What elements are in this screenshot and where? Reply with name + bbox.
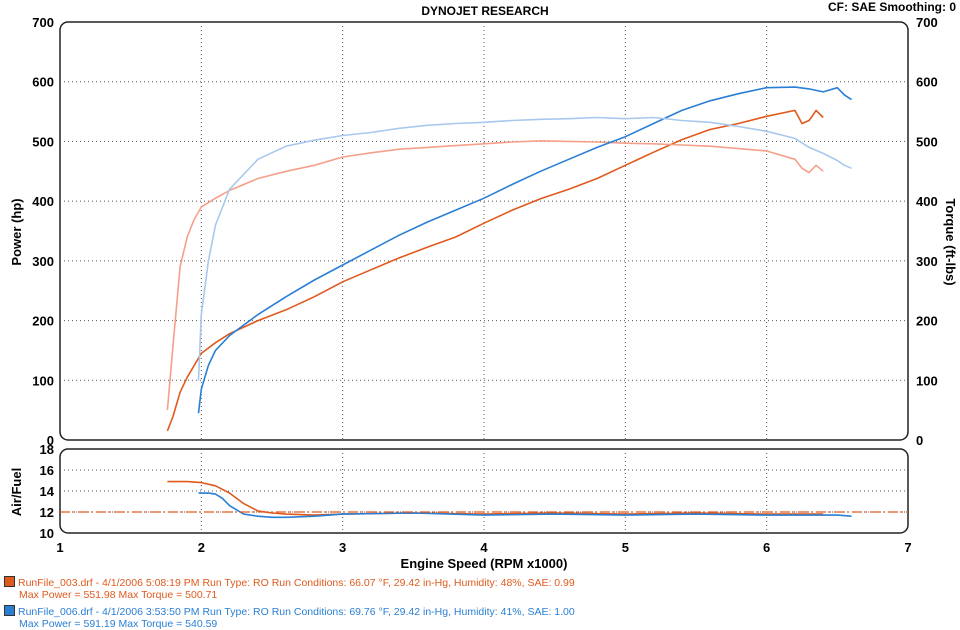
y-tick-right: 0 [916, 433, 923, 448]
y-tick-left: 600 [32, 75, 54, 90]
legend-run-006-max: Max Power = 591.19 Max Torque = 540.59 [19, 618, 218, 630]
series-line-2 [197, 86, 852, 414]
dyno-chart: 0 0 100 100 200 200 300 300 400 400 500 500 600 600 70… [9, 15, 958, 571]
legend-run-006: RunFile_006.drf - 4/1/2006 3:53:50 PM Ru… [4, 605, 575, 630]
x-tick: 4 [480, 540, 488, 555]
y-tick-left: 300 [32, 254, 54, 269]
y-tick-right: 400 [916, 194, 938, 209]
y-tick-right: 600 [916, 75, 938, 90]
y-tick-left: 700 [32, 15, 54, 30]
series-line-1 [166, 140, 824, 411]
legend-run-006-details: RunFile_006.drf - 4/1/2006 3:53:50 PM Ru… [18, 606, 575, 618]
x-tick: 1 [56, 540, 63, 555]
x-tick: 6 [763, 540, 770, 555]
airfuel-y-tick: 18 [40, 442, 54, 457]
y-tick-left: 400 [32, 194, 54, 209]
airfuel-series-line-1 [198, 492, 852, 519]
airfuel-series-line-0 [167, 480, 824, 516]
y-tick-right: 200 [916, 314, 938, 329]
y-tick-right: 500 [916, 134, 938, 149]
chart-title: DYNOJET RESEARCH [421, 4, 549, 18]
legend-swatch-run-003 [4, 576, 15, 587]
airfuel-y-tick: 14 [40, 484, 55, 499]
x-tick: 3 [339, 540, 346, 555]
legend-run-003-max: Max Power = 551.98 Max Torque = 500.71 [19, 589, 218, 601]
y-axis-label-right: Torque (ft-lbs) [943, 198, 958, 285]
cf-smoothing-label: CF: SAE Smoothing: 0 [828, 0, 956, 14]
series-line-0 [166, 109, 824, 432]
airfuel-y-tick: 16 [40, 463, 54, 478]
airfuel-y-tick: 12 [40, 505, 54, 520]
legend-run-003-details: RunFile_003.drf - 4/1/2006 5:08:19 PM Ru… [18, 577, 575, 589]
y-tick-right: 300 [916, 254, 938, 269]
airfuel-y-tick: 10 [40, 526, 54, 541]
y-axis-label-left: Power (hp) [9, 198, 24, 265]
x-tick: 7 [904, 540, 911, 555]
legend-run-003: RunFile_003.drf - 4/1/2006 5:08:19 PM Ru… [4, 576, 575, 601]
y-tick-left: 500 [32, 134, 54, 149]
y-tick-left: 100 [32, 373, 54, 388]
y-tick-left: 200 [32, 314, 54, 329]
airfuel-axis-label: Air/Fuel [9, 468, 24, 516]
y-tick-right: 100 [916, 373, 938, 388]
y-tick-right: 700 [916, 15, 938, 30]
x-tick: 2 [198, 540, 205, 555]
legend-swatch-run-006 [4, 605, 15, 616]
x-axis-label: Engine Speed (RPM x1000) [401, 556, 568, 571]
series-line-3 [197, 116, 852, 381]
y-tick-left: 0 [47, 433, 54, 448]
x-tick: 5 [622, 540, 629, 555]
